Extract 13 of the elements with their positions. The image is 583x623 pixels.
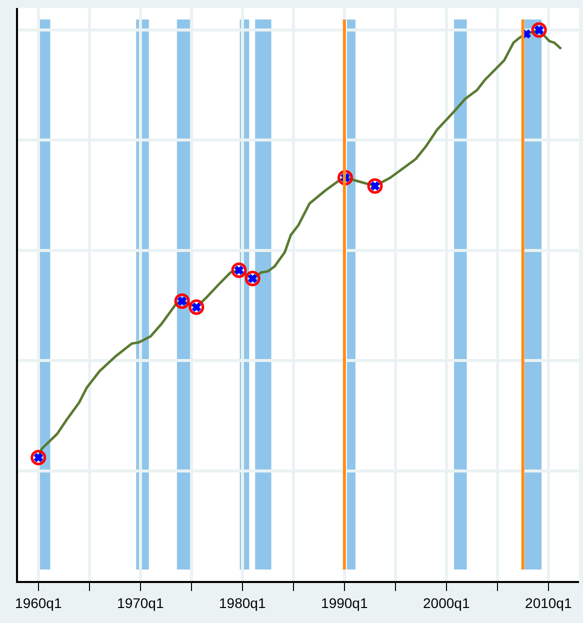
point — [367, 178, 383, 194]
point — [531, 22, 547, 38]
x-tick-label: 1990q1 — [321, 594, 368, 611]
x-tick-label: 2000q1 — [423, 594, 470, 611]
x-tick-label: 2010q1 — [525, 594, 572, 611]
x-tick-label: 1980q1 — [219, 594, 266, 611]
point — [174, 293, 190, 309]
x-tick-label: 1960q1 — [15, 594, 62, 611]
point — [244, 270, 260, 286]
x-tick-label: 1970q1 — [117, 594, 164, 611]
point — [188, 299, 204, 315]
point — [30, 450, 46, 466]
point — [231, 262, 247, 278]
